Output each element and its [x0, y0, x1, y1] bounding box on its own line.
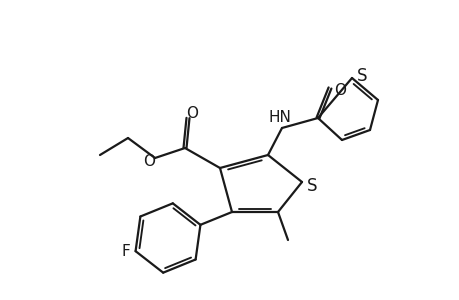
Text: S: S	[356, 67, 366, 85]
Text: O: O	[185, 106, 197, 122]
Text: O: O	[143, 154, 155, 169]
Text: HN: HN	[268, 110, 291, 125]
Text: O: O	[333, 82, 345, 98]
Text: S: S	[306, 177, 317, 195]
Text: F: F	[121, 244, 129, 259]
